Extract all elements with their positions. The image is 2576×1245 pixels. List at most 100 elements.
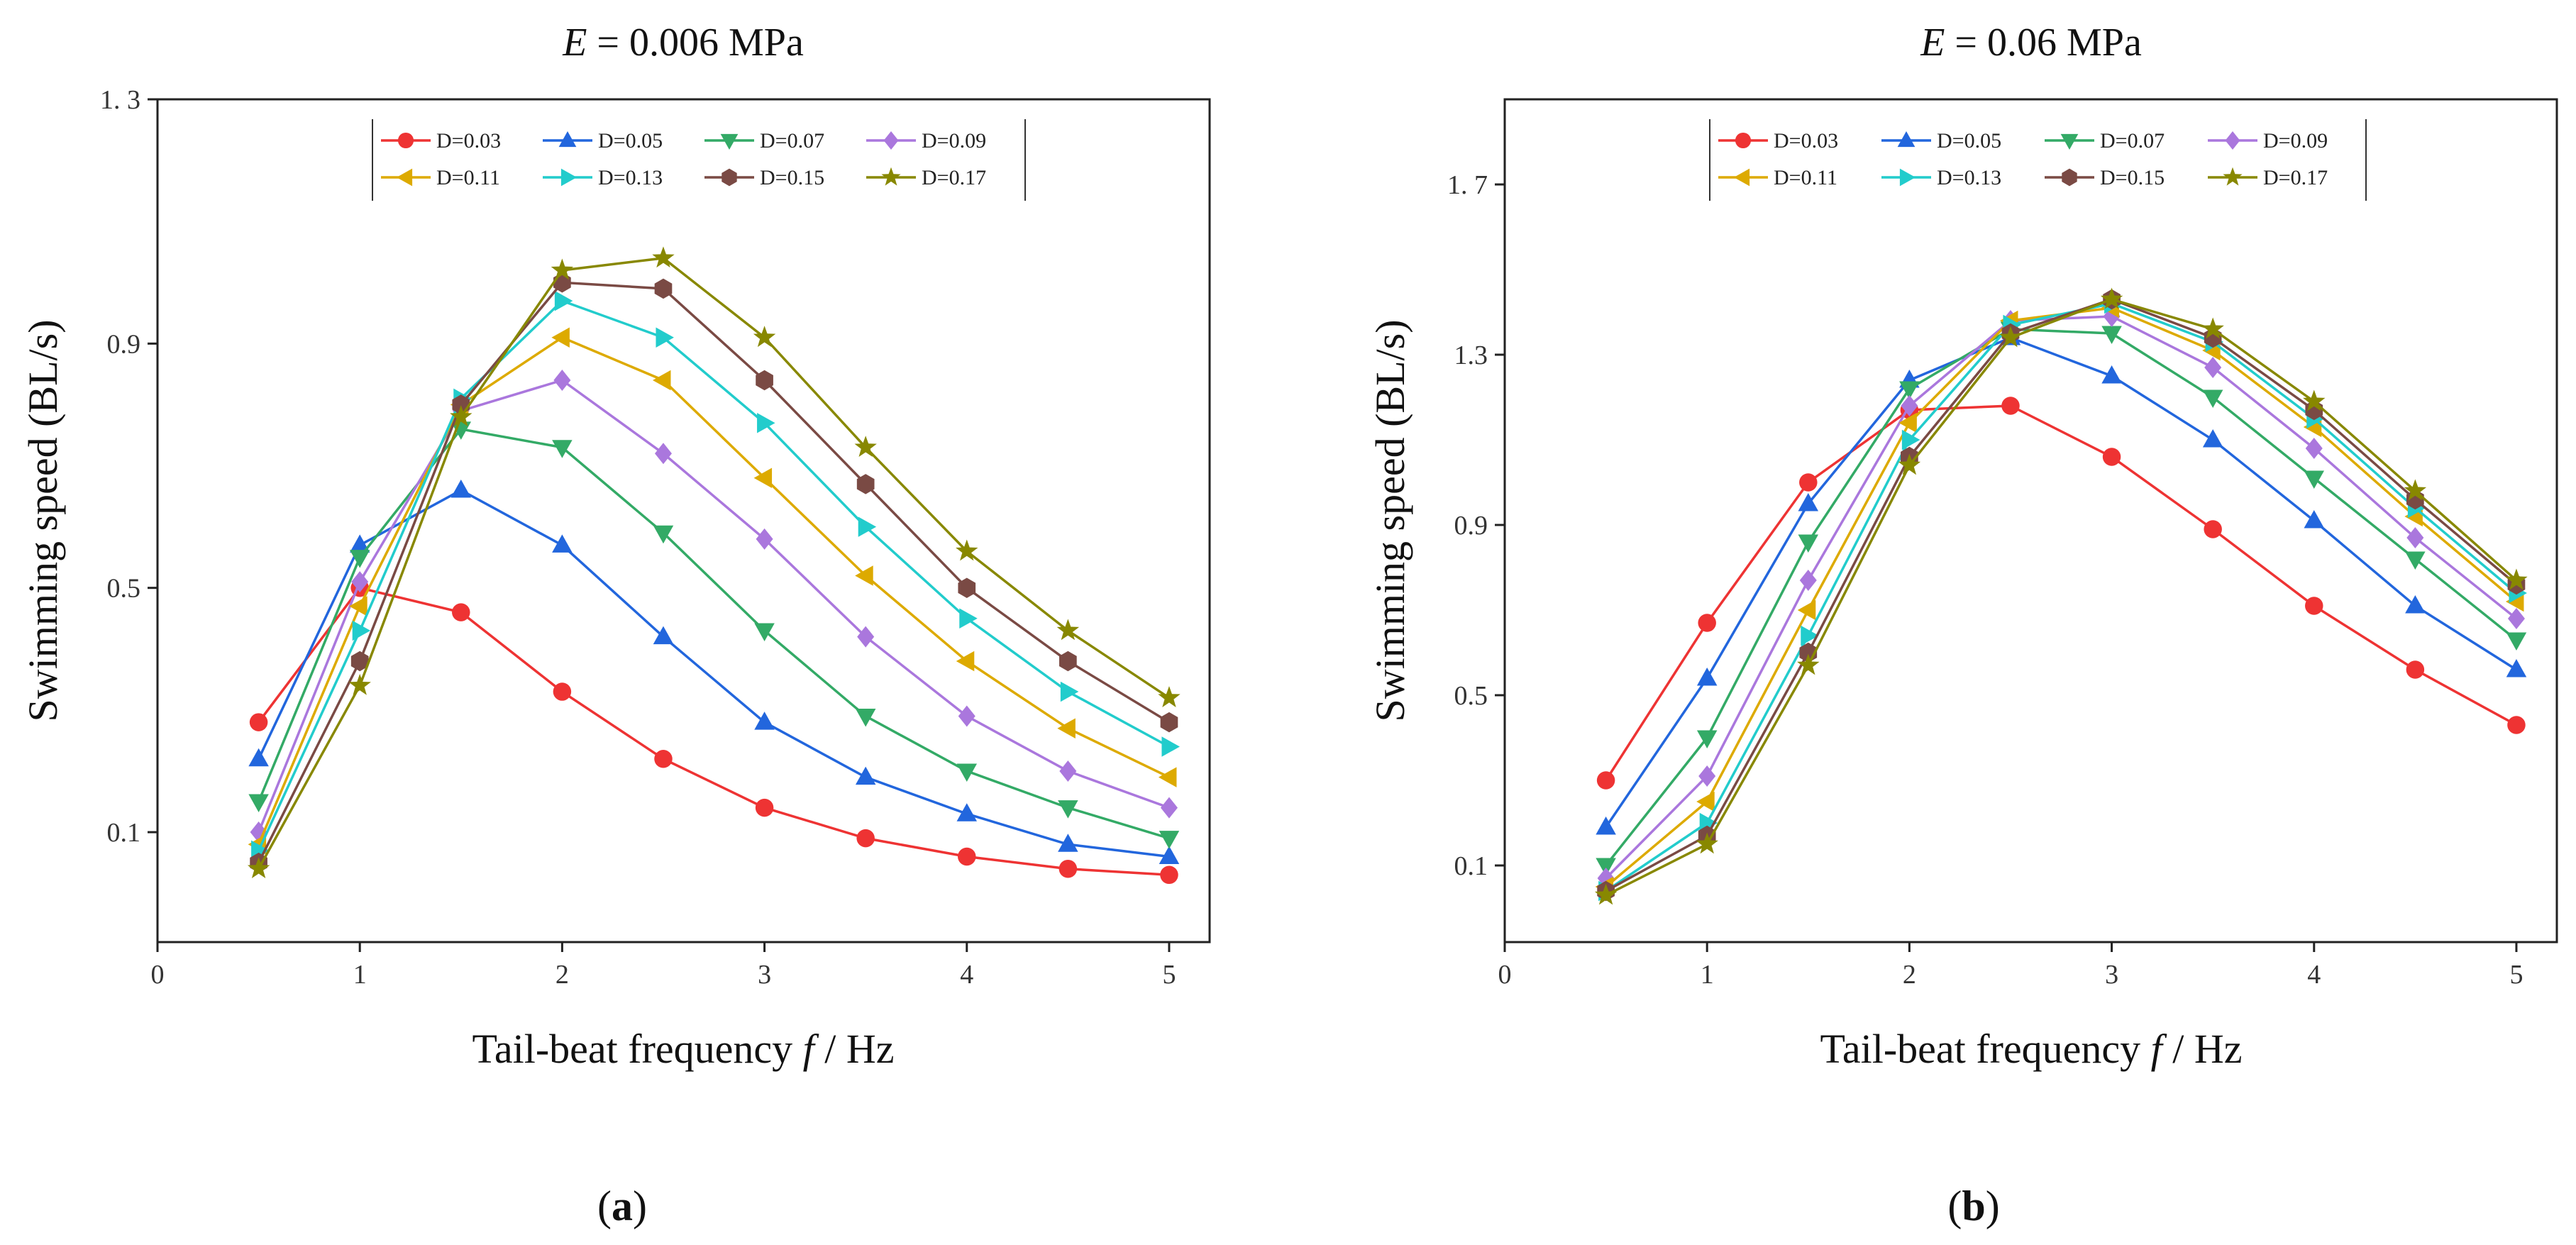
legend-swatch-marker bbox=[1734, 168, 1750, 187]
title-value: = 0.006 MPa bbox=[587, 21, 804, 65]
legend-label: D=0.05 bbox=[598, 129, 663, 153]
series-D=0.13 bbox=[1598, 293, 2527, 902]
data-point bbox=[1059, 760, 1077, 782]
y-tick-label: 0.1 bbox=[1454, 851, 1488, 881]
data-point bbox=[856, 474, 875, 494]
data-point bbox=[349, 550, 370, 568]
data-point bbox=[2100, 287, 2123, 309]
data-point bbox=[753, 326, 776, 348]
data-point bbox=[958, 577, 976, 598]
legend-swatch-marker bbox=[397, 132, 414, 149]
x-axis-label: Tail-beat frequency f / Hz bbox=[472, 1026, 895, 1072]
legend-swatch-marker bbox=[560, 168, 577, 187]
data-point bbox=[2202, 429, 2223, 448]
y-tick-label: 1. 3 bbox=[100, 85, 140, 115]
data-point bbox=[2405, 595, 2426, 614]
data-point bbox=[552, 440, 573, 458]
legend-label: D=0.17 bbox=[922, 166, 986, 189]
legend-label: D=0.03 bbox=[1774, 129, 1838, 153]
data-point bbox=[1898, 412, 1917, 433]
series-line bbox=[1605, 328, 2518, 867]
series-line bbox=[1605, 315, 2518, 880]
legend-swatch-marker bbox=[1897, 131, 1916, 148]
data-point bbox=[2101, 326, 2122, 344]
data-point bbox=[551, 327, 570, 348]
data-point bbox=[856, 829, 875, 848]
data-point bbox=[2001, 397, 2020, 415]
data-point bbox=[1059, 651, 1077, 672]
data-point bbox=[348, 673, 371, 695]
data-point bbox=[2405, 551, 2426, 570]
data-point bbox=[1801, 625, 1819, 646]
data-point bbox=[753, 467, 773, 488]
x-tick-label: 5 bbox=[2509, 960, 2523, 990]
data-point bbox=[2507, 608, 2525, 629]
data-point bbox=[652, 246, 675, 268]
y-axis-label: Swimming speed (BL/s) bbox=[20, 319, 66, 721]
x-axis-label-text: Tail-beat frequency bbox=[1820, 1026, 2151, 1072]
data-point bbox=[2506, 659, 2527, 677]
data-point bbox=[653, 525, 674, 544]
y-tick-label: 0.1 bbox=[107, 818, 141, 848]
data-point bbox=[249, 713, 268, 731]
x-axis-label: Tail-beat frequency f / Hz bbox=[1820, 1026, 2243, 1072]
data-point bbox=[2101, 365, 2122, 384]
data-point bbox=[349, 596, 367, 616]
data-point bbox=[1158, 686, 1181, 708]
legend: D=0.03 D=0.05 D=0.07 D=0.09 D=0.11 D=0.13 D=0.… bbox=[1709, 119, 2367, 201]
legend: D=0.03 D=0.05 D=0.07 D=0.09 D=0.11 D=0.13 D=0.… bbox=[372, 119, 1026, 201]
caption-close: ) bbox=[633, 1183, 647, 1229]
data-point bbox=[652, 370, 671, 391]
data-point bbox=[654, 443, 672, 465]
legend-swatch-marker bbox=[722, 168, 737, 187]
caption-letter: a bbox=[612, 1183, 633, 1229]
data-point bbox=[551, 258, 574, 280]
data-point bbox=[452, 603, 470, 621]
data-point bbox=[1898, 453, 1921, 475]
data-point bbox=[858, 516, 877, 537]
series-D=0.17 bbox=[247, 246, 1181, 879]
legend-label: D=0.15 bbox=[2100, 166, 2165, 189]
y-tick-label: 0.5 bbox=[1454, 681, 1488, 711]
data-point bbox=[1160, 797, 1178, 819]
data-point bbox=[352, 620, 371, 641]
panel-caption: (a) bbox=[597, 1183, 647, 1229]
legend-swatch-marker bbox=[2062, 168, 2077, 187]
legend-label: D=0.07 bbox=[760, 129, 824, 153]
legend-label: D=0.07 bbox=[2100, 129, 2165, 153]
data-point bbox=[1901, 395, 1918, 416]
series-D=0.15 bbox=[1597, 289, 2526, 902]
data-point bbox=[1058, 859, 1078, 878]
data-point bbox=[1797, 599, 1816, 621]
series-D=0.15 bbox=[250, 272, 1178, 873]
data-point bbox=[654, 749, 673, 768]
data-point bbox=[553, 370, 571, 391]
y-tick-label: 0.5 bbox=[107, 574, 141, 604]
legend-label: D=0.03 bbox=[436, 129, 501, 153]
data-point bbox=[958, 705, 975, 727]
data-point bbox=[1698, 765, 1716, 787]
plot-frame bbox=[156, 98, 1211, 944]
data-point bbox=[1696, 791, 1715, 812]
x-axis-label-text: Tail-beat frequency bbox=[472, 1026, 803, 1072]
data-point bbox=[2204, 357, 2222, 378]
data-point bbox=[1698, 614, 1716, 632]
data-point bbox=[554, 290, 573, 311]
legend-label: D=0.09 bbox=[922, 129, 986, 153]
data-point bbox=[959, 608, 978, 629]
title-variable: E bbox=[562, 21, 587, 65]
x-tick-label: 5 bbox=[1162, 960, 1176, 990]
series-D=0.05 bbox=[1596, 327, 2527, 835]
x-tick-label: 0 bbox=[1498, 960, 1512, 990]
series-D=0.11 bbox=[1595, 297, 2524, 897]
y-tick-label: 1.3 bbox=[1454, 341, 1488, 370]
data-point bbox=[653, 626, 674, 645]
series-D=0.09 bbox=[250, 370, 1178, 843]
data-point bbox=[756, 528, 773, 550]
data-point bbox=[855, 766, 876, 785]
panel-b: E = 0.06 MPa 0 1 2 3 4 5 0.1 0.5 0.9 1.3 1. 7 Tail-b… bbox=[1367, 21, 2558, 1229]
data-point bbox=[756, 370, 773, 391]
legend-label: D=0.09 bbox=[2263, 129, 2328, 153]
data-point bbox=[2304, 510, 2325, 529]
